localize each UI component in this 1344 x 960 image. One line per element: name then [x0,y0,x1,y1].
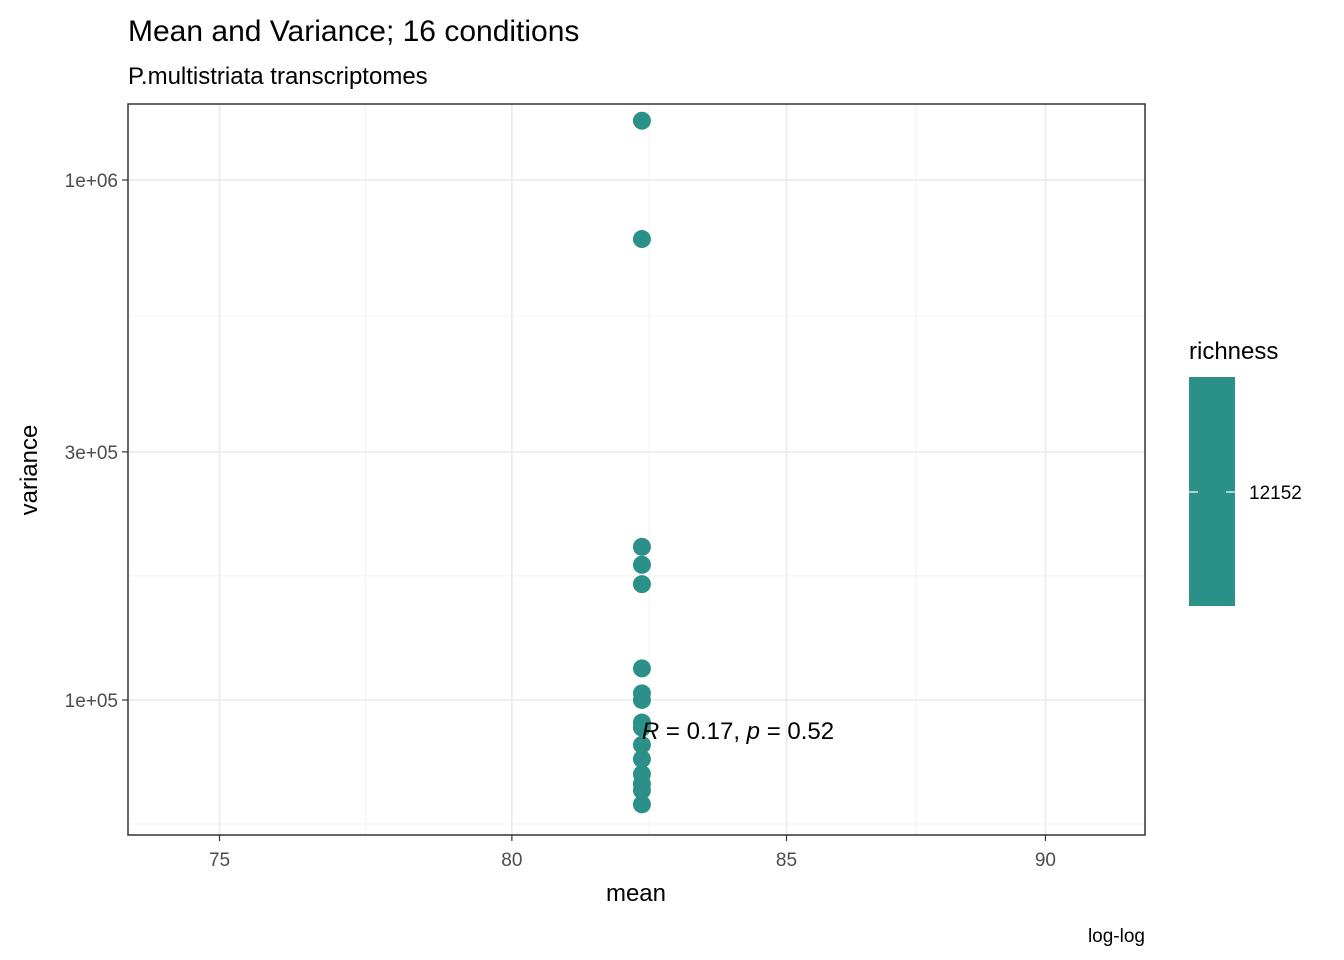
x-axis: 75 80 85 90 [209,835,1056,871]
x-tick-label: 85 [776,850,797,871]
data-point [632,230,651,249]
x-tick-label: 75 [209,850,230,871]
data-point [632,750,651,769]
data-point [632,555,651,574]
r-value-text: = 0.17, [659,718,746,745]
data-point [632,537,651,556]
data-point [632,575,651,594]
minor-gridlines [128,104,1145,835]
y-tick-label: 1e+05 [65,691,118,712]
data-point [632,111,651,130]
panel-border [127,103,1146,836]
chart-caption: log-log [1088,926,1145,947]
x-tick-label: 80 [501,850,522,871]
legend: richness 12152 [1189,338,1302,606]
data-points [632,111,651,814]
r-symbol: R [642,718,659,745]
panel-background [128,104,1145,835]
y-tick-label: 3e+05 [65,443,118,464]
data-point [632,718,651,737]
x-axis-title: mean [606,880,666,907]
y-axis-title: variance [16,425,43,516]
plot-panel: R = 0.17, p = 0.52 [127,103,1146,836]
data-point [632,690,651,709]
legend-label: 12152 [1249,483,1302,504]
chart-title: Mean and Variance; 16 conditions [128,15,579,48]
data-point [632,735,651,754]
p-value-text: = 0.52 [760,718,834,745]
correlation-annotation: R = 0.17, p = 0.52 [642,718,834,745]
y-tick-label: 1e+06 [65,171,118,192]
data-point [632,781,651,800]
chart-subtitle: P.multistriata transcriptomes [128,63,428,90]
y-axis: 1e+05 3e+05 1e+06 [65,171,128,712]
legend-title: richness [1189,338,1278,365]
data-point [632,659,651,678]
p-symbol: p [746,718,760,745]
x-tick-label: 90 [1035,850,1056,871]
data-point [632,795,651,814]
